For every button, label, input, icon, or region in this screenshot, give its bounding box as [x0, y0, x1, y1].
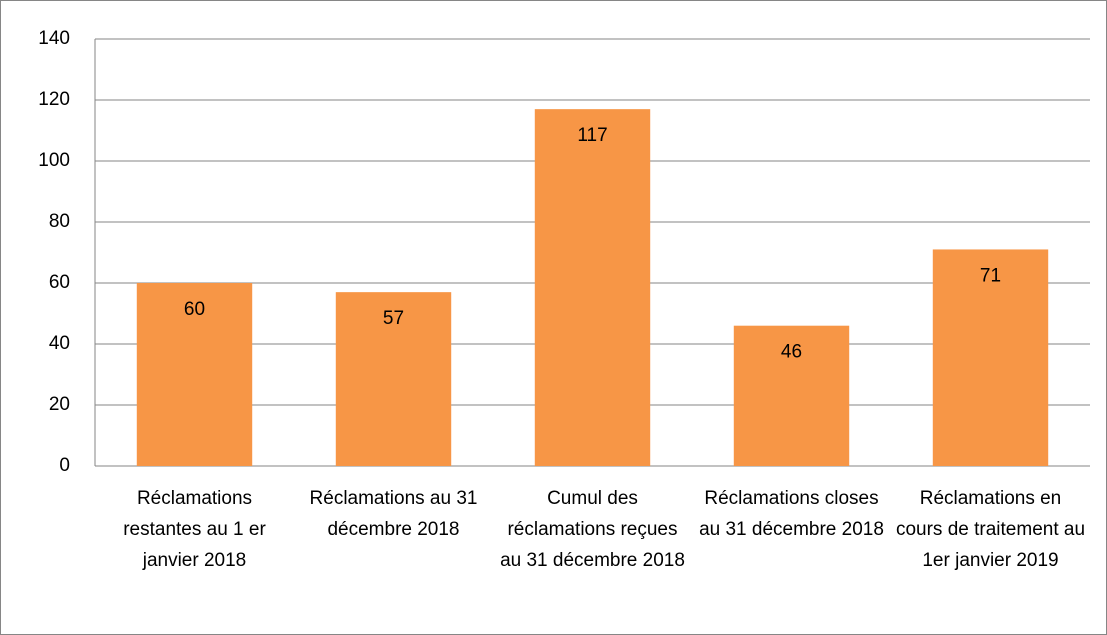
x-tick-label-box: Réclamations restantes au 1 er janvier 2…	[123, 488, 266, 571]
data-label: 60	[184, 299, 205, 320]
y-tick-label: 140	[38, 28, 70, 49]
x-tick-label: Cumul des réclamations reçues au 31 déce…	[500, 488, 685, 571]
x-tick-label: Réclamations en cours de traitement au 1…	[895, 488, 1086, 571]
data-label: 71	[980, 265, 1001, 286]
x-tick-label-box: Réclamations au 31 décembre 2018	[309, 488, 478, 540]
x-tick-label-box: Réclamations en cours de traitement au 1…	[895, 488, 1086, 571]
y-tick-label: 80	[49, 211, 70, 232]
data-label: 117	[577, 125, 607, 146]
y-tick-label: 20	[49, 394, 70, 415]
y-tick-label: 60	[49, 272, 70, 293]
x-tick-label: Réclamations au 31 décembre 2018	[309, 488, 478, 540]
bar	[932, 249, 1049, 466]
x-tick-label: Réclamations restantes au 1 er janvier 2…	[123, 488, 266, 571]
bar	[534, 109, 651, 467]
y-tick-label: 0	[59, 455, 70, 476]
bar	[136, 283, 253, 466]
bar	[733, 325, 850, 466]
data-label: 46	[781, 342, 802, 363]
y-tick-label: 120	[38, 89, 70, 110]
y-tick-label: 40	[49, 333, 70, 354]
x-tick-label-box: Réclamations closes au 31 décembre 2018	[699, 488, 884, 540]
y-tick-label: 100	[38, 150, 70, 171]
bar	[335, 292, 452, 466]
x-tick-label: Réclamations closes au 31 décembre 2018	[699, 488, 884, 540]
x-tick-label-box: Cumul des réclamations reçues au 31 déce…	[500, 488, 685, 571]
data-label: 57	[383, 308, 404, 329]
